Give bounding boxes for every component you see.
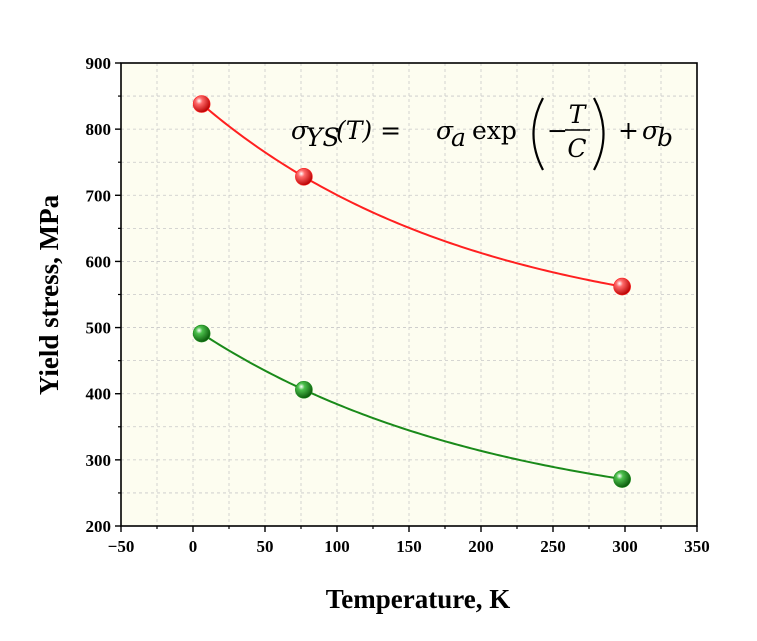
y-tick-label: 300: [86, 451, 112, 470]
data-point: [613, 470, 631, 488]
y-tick-label: 800: [86, 120, 112, 139]
eq-left-paren: [532, 97, 544, 171]
fit-curves: [200, 103, 623, 481]
y-tick-labels: 200 300 400 500 600 700 800 900: [86, 54, 112, 536]
data-points: [192, 95, 631, 488]
y-tick-label: 500: [86, 319, 112, 338]
fit-curve-0: [200, 103, 623, 288]
eq-plus: +: [618, 116, 639, 145]
eq-subscript-b: b: [657, 123, 673, 152]
axis-ticks: [115, 62, 698, 532]
eq-sigma-b: σ: [642, 116, 660, 145]
x-tick-label: 350: [684, 537, 710, 556]
eq-fraction-denominator: C: [567, 134, 586, 163]
y-axis-label: Yield stress, MPa: [34, 194, 64, 395]
data-point: [192, 95, 211, 113]
y-tick-label: 200: [86, 517, 112, 536]
x-tick-label: 100: [324, 537, 350, 556]
x-tick-label: 300: [612, 537, 638, 556]
eq-subscript-a: a: [451, 123, 466, 152]
eq-right-paren: [593, 97, 605, 171]
data-point: [295, 167, 313, 186]
y-tick-label: 400: [86, 385, 112, 404]
x-tick-label: 250: [540, 537, 566, 556]
x-tick-label: 50: [257, 537, 274, 556]
eq-lhs-argument: (T) =: [336, 116, 401, 145]
eq-fraction-numerator: T: [569, 100, 588, 129]
eq-lhs-sigma: σ: [291, 116, 309, 145]
eq-exp: exp: [472, 116, 517, 145]
equation-annotation: σ YS (T) = σ a exp − T C + σ b: [291, 97, 673, 171]
data-point: [192, 324, 211, 343]
x-axis-label: Temperature, K: [326, 584, 510, 614]
x-tick-label: 150: [396, 537, 422, 556]
data-point: [613, 277, 631, 296]
y-tick-label: 700: [86, 186, 112, 205]
eq-lhs-subscript: YS: [306, 123, 340, 152]
x-tick-label: −50: [108, 537, 135, 556]
y-tick-label: 600: [86, 252, 112, 271]
eq-minus: −: [547, 116, 568, 145]
data-point: [295, 380, 313, 399]
x-tick-label: 200: [468, 537, 494, 556]
fit-curve-1: [201, 332, 623, 481]
x-tick-labels: −50 0 50 100 150 200 250 300 350: [108, 537, 710, 556]
y-tick-label: 900: [86, 54, 112, 73]
x-tick-label: 0: [189, 537, 198, 556]
eq-sigma-a: σ: [436, 116, 454, 145]
